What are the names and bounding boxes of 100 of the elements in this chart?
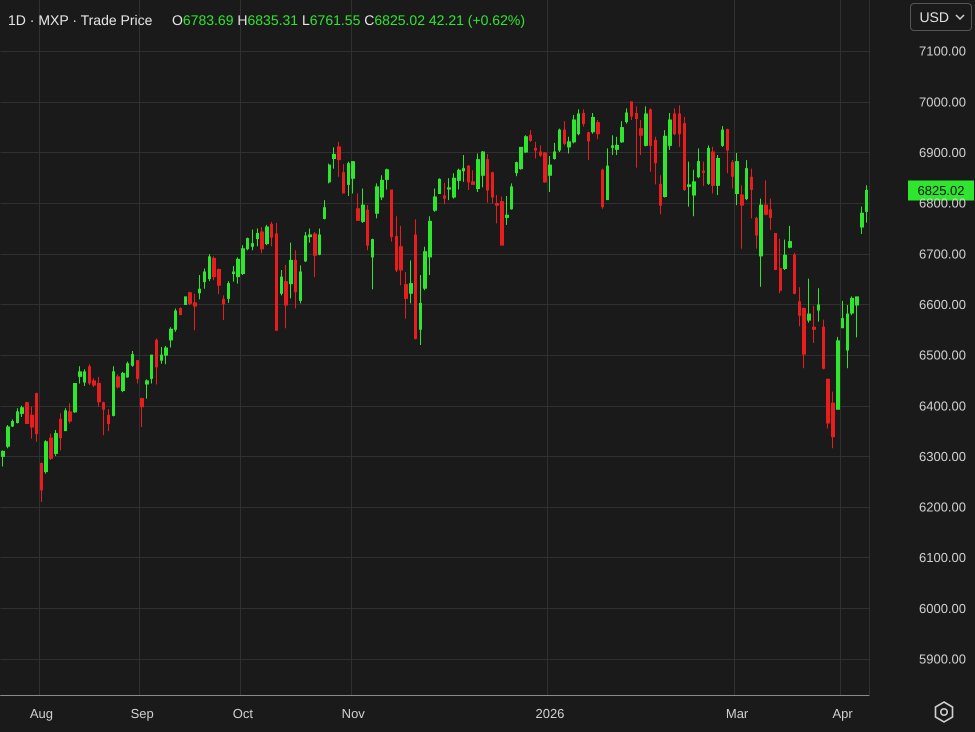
x-tick-label: Oct <box>232 706 254 721</box>
y-tick-label: 6800.00 <box>919 196 966 211</box>
candlestick <box>807 278 811 324</box>
candlestick <box>615 136 619 156</box>
y-tick-label: 6200.00 <box>919 500 966 515</box>
candlestick <box>659 174 662 215</box>
candlestick <box>1 450 5 468</box>
candlestick <box>654 136 657 185</box>
candlestick <box>44 440 48 474</box>
candlestick <box>433 188 437 212</box>
candlestick <box>140 397 144 428</box>
text: 1D · MXP · Trade Price <box>8 12 153 28</box>
candlestick <box>673 108 676 136</box>
text: O6783.69 H6835.31 L6761.55 C6825.02 42.21 (+0.62%) <box>172 12 526 28</box>
candlestick <box>438 178 441 195</box>
candlestick <box>711 146 715 194</box>
candlestick <box>59 412 62 451</box>
candlestick <box>774 232 777 270</box>
candlestick <box>846 304 849 369</box>
candlestick <box>409 260 413 304</box>
candlestick <box>404 272 408 320</box>
candlestick <box>318 228 321 256</box>
y-tick-label: 6300.00 <box>919 448 966 464</box>
candlestick <box>779 238 782 294</box>
candlestick <box>116 374 120 390</box>
candlestick <box>716 154 720 196</box>
candlestick <box>529 130 532 142</box>
y-tick-label: 6600.00 <box>919 296 966 312</box>
x-tick-label: Sep <box>130 706 154 721</box>
candlestick <box>735 152 739 206</box>
candlestick <box>788 225 792 249</box>
x-tick-label: Nov <box>342 706 366 721</box>
candlestick <box>203 268 206 290</box>
candlestick <box>644 106 648 147</box>
candlestick <box>390 188 393 242</box>
candlestick <box>385 168 389 190</box>
y-tick-label: 7100.00 <box>919 44 966 59</box>
candlestick <box>131 350 134 368</box>
candlestick <box>491 171 494 204</box>
candlestick <box>313 232 317 278</box>
candlestick <box>328 163 331 184</box>
candlestick <box>107 408 110 432</box>
candlestick <box>337 141 341 178</box>
candlestick <box>606 148 609 201</box>
candlestick <box>630 100 633 121</box>
candlestick <box>145 378 149 400</box>
candlestick <box>731 160 734 189</box>
candlestick <box>697 148 700 179</box>
candlestick <box>591 112 595 134</box>
candlestick <box>750 168 753 219</box>
candlestick <box>208 254 211 282</box>
candlestick <box>721 126 724 148</box>
y-tick-label: 6900.00 <box>919 144 966 160</box>
text: USD <box>919 9 949 25</box>
candlestick <box>740 184 744 250</box>
candlestick <box>745 160 748 201</box>
candlestick <box>822 319 825 370</box>
candlestick <box>366 204 369 251</box>
candlestick <box>40 462 43 502</box>
y-tick-label: 6500.00 <box>919 348 966 363</box>
candlestick <box>865 184 868 224</box>
candlestick <box>73 382 77 414</box>
candlestick <box>558 128 561 152</box>
y-tick-label: 6000.00 <box>919 600 966 616</box>
candlestick <box>49 433 53 460</box>
x-tick-label: Mar <box>726 706 749 721</box>
candlestick <box>702 161 705 186</box>
candlestick <box>836 336 840 410</box>
candlestick <box>275 222 278 331</box>
candlestick <box>563 120 566 146</box>
candlestick <box>625 108 628 124</box>
candlestick <box>102 401 105 436</box>
candlestick <box>635 106 638 168</box>
candlestick <box>198 274 201 300</box>
candlestick <box>260 226 264 254</box>
candlestick <box>78 366 82 384</box>
candlestick <box>601 168 604 210</box>
candlestick <box>351 161 355 194</box>
candlestick <box>222 294 225 321</box>
candlestick <box>505 196 509 226</box>
candlestick <box>639 120 643 156</box>
candlestick <box>227 280 230 304</box>
candlestick <box>280 269 283 296</box>
candlestick <box>265 224 269 246</box>
candlestick <box>534 141 537 160</box>
candlestick <box>164 345 168 365</box>
candlestick <box>548 156 552 192</box>
candlestick <box>707 144 710 186</box>
y-tick-label: 6100.00 <box>919 550 966 566</box>
candlestick <box>112 366 115 417</box>
candlestick <box>332 146 336 170</box>
candlestick <box>155 338 158 385</box>
x-tick-label: Apr <box>832 706 854 721</box>
candlestick <box>793 252 796 295</box>
candlestick <box>64 408 67 432</box>
candlestick <box>414 218 417 340</box>
candlestick <box>54 430 58 456</box>
candlestick <box>841 300 844 329</box>
x-tick-label: 2026 <box>535 706 564 721</box>
candlestick <box>371 238 374 290</box>
